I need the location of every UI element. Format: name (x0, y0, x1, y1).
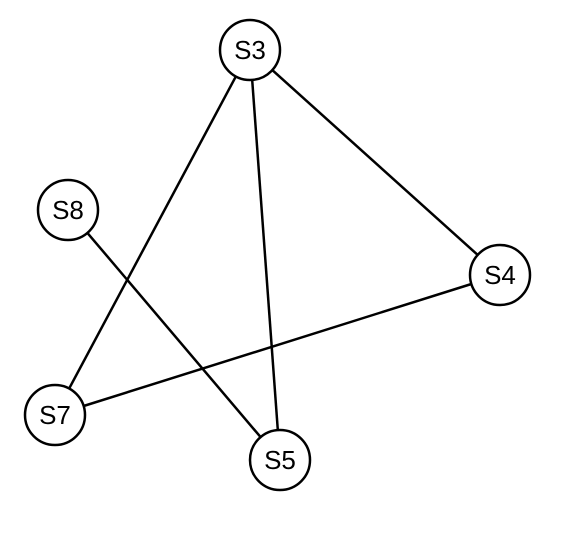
node-label-s4: S4 (484, 260, 516, 290)
edge-s3-s4 (272, 70, 477, 255)
node-label-s5: S5 (264, 445, 296, 475)
edge-s3-s5 (252, 80, 278, 430)
network-graph: S3 S4 S5 S7 S8 (0, 0, 574, 533)
node-label-s8: S8 (52, 195, 84, 225)
node-s7: S7 (25, 385, 85, 445)
node-label-s3: S3 (234, 35, 266, 65)
node-s5: S5 (250, 430, 310, 490)
node-label-s7: S7 (39, 400, 71, 430)
edge-s3-s7 (69, 76, 236, 388)
edges-layer (69, 70, 478, 437)
edge-s5-s8 (87, 233, 260, 437)
edge-s4-s7 (84, 284, 472, 406)
node-s3: S3 (220, 20, 280, 80)
node-s8: S8 (38, 180, 98, 240)
node-s4: S4 (470, 245, 530, 305)
